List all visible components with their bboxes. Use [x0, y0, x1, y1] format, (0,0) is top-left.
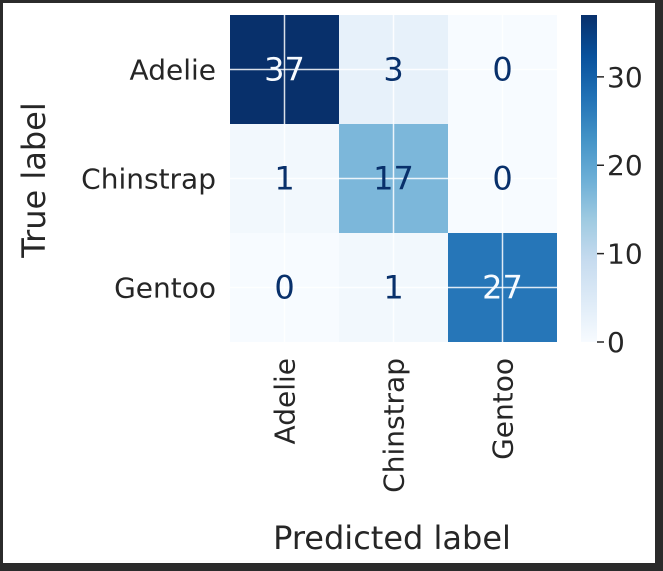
- y-tick-labels: Adelie Chinstrap Gentoo: [81, 54, 216, 305]
- figure-frame: 37 3 0 1 17 0 0 1 27 Adelie Chinstrap Gentoo Adeli…: [3, 3, 655, 563]
- x-tick-labels: Adelie Chinstrap Gentoo: [269, 358, 520, 493]
- x-tick-label: Gentoo: [487, 358, 520, 460]
- cell-value-label: 0: [492, 51, 512, 89]
- cell-value-label: 1: [274, 160, 294, 198]
- colorbar-tick-label: 0: [607, 326, 625, 359]
- y-tick-label: Chinstrap: [81, 163, 216, 196]
- grid-lines: [230, 15, 557, 342]
- colorbar: 0 10 20 30: [581, 15, 643, 359]
- y-axis-label: True label: [15, 102, 53, 259]
- confusion-matrix-chart: 37 3 01 17 00 1 27 Adelie Chinstrap Gentoo Adeli…: [15, 15, 643, 557]
- cell-value-label: 1: [383, 269, 403, 307]
- cell-value-label: 37: [264, 51, 305, 89]
- colorbar-fill: [581, 15, 597, 342]
- colorbar-tick-label: 30: [607, 61, 643, 94]
- cell-value-label: 3: [383, 51, 403, 89]
- colorbar-tick-label: 20: [607, 149, 643, 182]
- cell-value-label: 17: [373, 160, 414, 198]
- colorbar-tick-label: 10: [607, 238, 643, 271]
- cell-value-labels: 37 3 0 1 17 0 0 1 27: [264, 51, 523, 307]
- x-axis-label: Predicted label: [273, 519, 511, 557]
- y-tick-label: Gentoo: [114, 272, 216, 305]
- cell-value-label: 0: [492, 160, 512, 198]
- cell-value-label: 0: [274, 269, 294, 307]
- x-tick-label: Chinstrap: [378, 358, 411, 493]
- cell-value-label: 27: [482, 269, 523, 307]
- y-tick-label: Adelie: [130, 54, 216, 87]
- x-tick-label: Adelie: [269, 358, 302, 444]
